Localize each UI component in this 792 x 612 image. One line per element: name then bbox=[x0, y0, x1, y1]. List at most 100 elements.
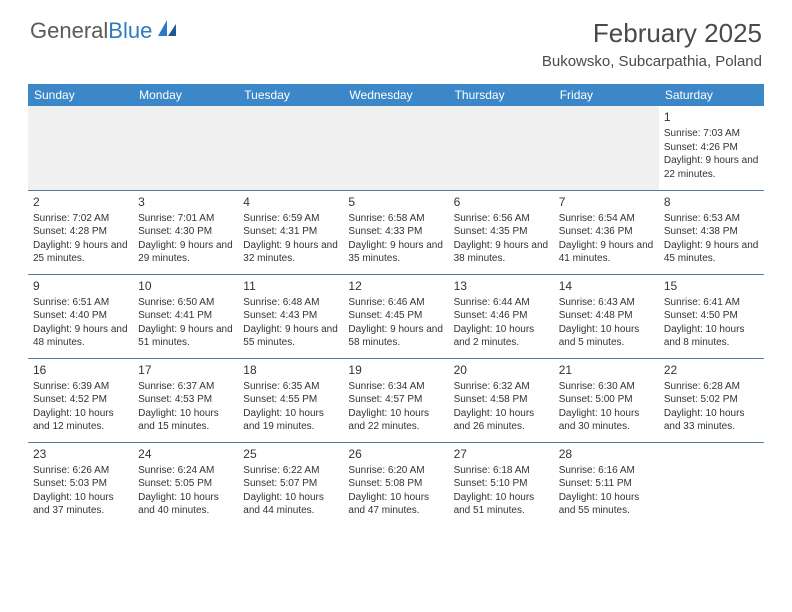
sunset-text: Sunset: 4:41 PM bbox=[138, 309, 233, 323]
logo-text-gray: General bbox=[30, 18, 108, 44]
location: Bukowsko, Subcarpathia, Poland bbox=[542, 53, 762, 70]
day-cell: 7Sunrise: 6:54 AMSunset: 4:36 PMDaylight… bbox=[554, 190, 659, 274]
logo-sail-icon bbox=[156, 18, 178, 44]
day-cell: 6Sunrise: 6:56 AMSunset: 4:35 PMDaylight… bbox=[449, 190, 554, 274]
sunrise-text: Sunrise: 6:20 AM bbox=[348, 464, 443, 478]
sunset-text: Sunset: 4:53 PM bbox=[138, 393, 233, 407]
sunset-text: Sunset: 5:05 PM bbox=[138, 477, 233, 491]
calendar-table: SundayMondayTuesdayWednesdayThursdayFrid… bbox=[28, 84, 764, 526]
day-number: 12 bbox=[348, 278, 443, 294]
daylight-text: Daylight: 9 hours and 35 minutes. bbox=[348, 239, 443, 266]
day-number: 23 bbox=[33, 446, 128, 462]
daylight-text: Daylight: 10 hours and 8 minutes. bbox=[664, 323, 759, 350]
daylight-text: Daylight: 10 hours and 30 minutes. bbox=[559, 407, 654, 434]
daylight-text: Daylight: 10 hours and 55 minutes. bbox=[559, 491, 654, 518]
sunrise-text: Sunrise: 6:30 AM bbox=[559, 380, 654, 394]
daylight-text: Daylight: 9 hours and 41 minutes. bbox=[559, 239, 654, 266]
day-cell: 2Sunrise: 7:02 AMSunset: 4:28 PMDaylight… bbox=[28, 190, 133, 274]
daylight-text: Daylight: 9 hours and 51 minutes. bbox=[138, 323, 233, 350]
sunset-text: Sunset: 4:35 PM bbox=[454, 225, 549, 239]
daylight-text: Daylight: 10 hours and 5 minutes. bbox=[559, 323, 654, 350]
title-block: February 2025 Bukowsko, Subcarpathia, Po… bbox=[542, 18, 762, 70]
daylight-text: Daylight: 10 hours and 33 minutes. bbox=[664, 407, 759, 434]
day-cell: 22Sunrise: 6:28 AMSunset: 5:02 PMDayligh… bbox=[659, 358, 764, 442]
daylight-text: Daylight: 10 hours and 44 minutes. bbox=[243, 491, 338, 518]
day-cell: 3Sunrise: 7:01 AMSunset: 4:30 PMDaylight… bbox=[133, 190, 238, 274]
day-number: 20 bbox=[454, 362, 549, 378]
daylight-text: Daylight: 10 hours and 26 minutes. bbox=[454, 407, 549, 434]
day-cell: 24 Sunrise: 6:24 AMSunset: 5:05 PMDayligh… bbox=[133, 442, 238, 526]
sunset-text: Sunset: 4:55 PM bbox=[243, 393, 338, 407]
sunrise-text: Sunrise: 6:24 AM bbox=[138, 464, 233, 478]
day-cell: 16Sunrise: 6:39 AMSunset: 4:52 PMDayligh… bbox=[28, 358, 133, 442]
day-cell: 27Sunrise: 6:18 AMSunset: 5:10 PMDayligh… bbox=[449, 442, 554, 526]
daylight-text: Daylight: 9 hours and 55 minutes. bbox=[243, 323, 338, 350]
daylight-text: Daylight: 10 hours and 2 minutes. bbox=[454, 323, 549, 350]
daylight-text: Daylight: 10 hours and 22 minutes. bbox=[348, 407, 443, 434]
day-number: 11 bbox=[243, 278, 338, 294]
dayname-sunday: Sunday bbox=[28, 84, 133, 106]
day-cell: 14Sunrise: 6:43 AMSunset: 4:48 PMDayligh… bbox=[554, 274, 659, 358]
empty-cell bbox=[133, 106, 238, 190]
sunrise-text: Sunrise: 6:35 AM bbox=[243, 380, 338, 394]
sunset-text: Sunset: 5:07 PM bbox=[243, 477, 338, 491]
sunset-text: Sunset: 5:10 PM bbox=[454, 477, 549, 491]
day-number: 25 bbox=[243, 446, 338, 462]
sunrise-text: Sunrise: 6:56 AM bbox=[454, 212, 549, 226]
sunset-text: Sunset: 4:48 PM bbox=[559, 309, 654, 323]
daylight-text: Daylight: 9 hours and 45 minutes. bbox=[664, 239, 759, 266]
sunrise-text: Sunrise: 6:46 AM bbox=[348, 296, 443, 310]
daylight-text: Daylight: 9 hours and 48 minutes. bbox=[33, 323, 128, 350]
sunset-text: Sunset: 4:28 PM bbox=[33, 225, 128, 239]
week-row: 16Sunrise: 6:39 AMSunset: 4:52 PMDayligh… bbox=[28, 358, 764, 442]
day-number: 26 bbox=[348, 446, 443, 462]
sunrise-text: Sunrise: 6:58 AM bbox=[348, 212, 443, 226]
day-cell: 12Sunrise: 6:46 AMSunset: 4:45 PMDayligh… bbox=[343, 274, 448, 358]
day-number: 16 bbox=[33, 362, 128, 378]
day-cell: 11Sunrise: 6:48 AMSunset: 4:43 PMDayligh… bbox=[238, 274, 343, 358]
sunset-text: Sunset: 4:31 PM bbox=[243, 225, 338, 239]
empty-cell bbox=[238, 106, 343, 190]
sunset-text: Sunset: 4:45 PM bbox=[348, 309, 443, 323]
daylight-text: Daylight: 10 hours and 12 minutes. bbox=[33, 407, 128, 434]
week-row: 2Sunrise: 7:02 AMSunset: 4:28 PMDaylight… bbox=[28, 190, 764, 274]
day-number: 15 bbox=[664, 278, 759, 294]
sunrise-text: Sunrise: 6:39 AM bbox=[33, 380, 128, 394]
day-number: 10 bbox=[138, 278, 233, 294]
day-number: 24 bbox=[138, 446, 233, 462]
day-number: 19 bbox=[348, 362, 443, 378]
sunrise-text: Sunrise: 6:26 AM bbox=[33, 464, 128, 478]
day-number: 5 bbox=[348, 194, 443, 210]
sunrise-text: Sunrise: 6:51 AM bbox=[33, 296, 128, 310]
sunrise-text: Sunrise: 6:44 AM bbox=[454, 296, 549, 310]
day-cell: 28Sunrise: 6:16 AMSunset: 5:11 PMDayligh… bbox=[554, 442, 659, 526]
week-row: 1Sunrise: 7:03 AMSunset: 4:26 PMDaylight… bbox=[28, 106, 764, 190]
sunrise-text: Sunrise: 6:54 AM bbox=[559, 212, 654, 226]
daylight-text: Daylight: 10 hours and 40 minutes. bbox=[138, 491, 233, 518]
logo-text-blue: Blue bbox=[108, 18, 152, 44]
month-title: February 2025 bbox=[542, 18, 762, 49]
sunrise-text: Sunrise: 6:50 AM bbox=[138, 296, 233, 310]
sunset-text: Sunset: 4:43 PM bbox=[243, 309, 338, 323]
sunrise-text: Sunrise: 7:03 AM bbox=[664, 127, 759, 141]
sunrise-text: Sunrise: 6:41 AM bbox=[664, 296, 759, 310]
daylight-text: Daylight: 10 hours and 47 minutes. bbox=[348, 491, 443, 518]
dayname-thursday: Thursday bbox=[449, 84, 554, 106]
day-number: 3 bbox=[138, 194, 233, 210]
day-cell: 18Sunrise: 6:35 AMSunset: 4:55 PMDayligh… bbox=[238, 358, 343, 442]
sunset-text: Sunset: 5:11 PM bbox=[559, 477, 654, 491]
sunset-text: Sunset: 4:46 PM bbox=[454, 309, 549, 323]
logo: GeneralBlue bbox=[30, 18, 178, 44]
day-cell: 1Sunrise: 7:03 AMSunset: 4:26 PMDaylight… bbox=[659, 106, 764, 190]
sunrise-text: Sunrise: 6:34 AM bbox=[348, 380, 443, 394]
dayname-tuesday: Tuesday bbox=[238, 84, 343, 106]
daylight-text: Daylight: 9 hours and 29 minutes. bbox=[138, 239, 233, 266]
daylight-text: Daylight: 9 hours and 25 minutes. bbox=[33, 239, 128, 266]
sunset-text: Sunset: 4:58 PM bbox=[454, 393, 549, 407]
day-cell: 13Sunrise: 6:44 AMSunset: 4:46 PMDayligh… bbox=[449, 274, 554, 358]
dayname-wednesday: Wednesday bbox=[343, 84, 448, 106]
day-number: 22 bbox=[664, 362, 759, 378]
day-cell: 19Sunrise: 6:34 AMSunset: 4:57 PMDayligh… bbox=[343, 358, 448, 442]
day-number: 2 bbox=[33, 194, 128, 210]
sunrise-text: Sunrise: 6:37 AM bbox=[138, 380, 233, 394]
